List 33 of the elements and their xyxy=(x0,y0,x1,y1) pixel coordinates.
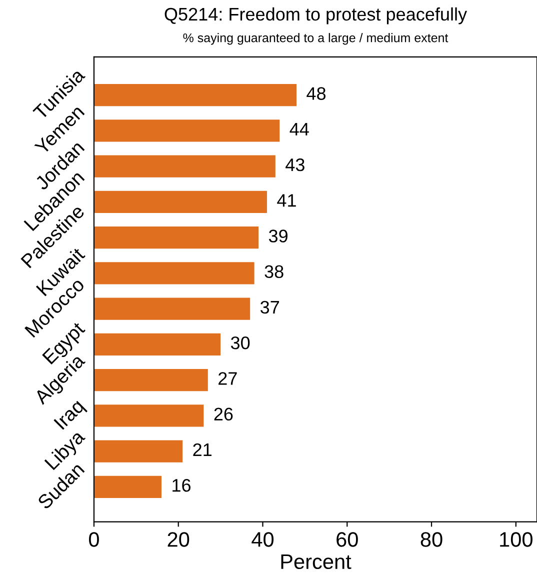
chart-subtitle: % saying guaranteed to a large / medium extent xyxy=(183,33,448,45)
x-tick-label: 60 xyxy=(336,532,358,547)
bar xyxy=(94,369,208,392)
bar xyxy=(94,84,296,106)
x-tick-label: 100 xyxy=(500,532,532,547)
bar xyxy=(94,120,280,142)
data-label: 37 xyxy=(260,300,279,314)
bar xyxy=(94,155,276,178)
data-label: 48 xyxy=(306,87,326,100)
bar xyxy=(94,298,250,320)
data-label: 43 xyxy=(286,158,304,172)
bar xyxy=(94,333,221,356)
data-label: 39 xyxy=(268,230,288,242)
data-label: 21 xyxy=(193,443,212,456)
bar xyxy=(94,476,162,498)
x-tick-label: 20 xyxy=(168,532,190,547)
data-label: 30 xyxy=(230,336,250,350)
x-axis-title: Percent xyxy=(281,554,352,570)
data-label: 26 xyxy=(214,408,233,421)
bar xyxy=(94,226,259,249)
bar xyxy=(94,262,254,284)
data-label: 16 xyxy=(172,478,190,492)
data-label: 27 xyxy=(218,372,237,385)
bar xyxy=(94,440,183,462)
data-label: 41 xyxy=(277,194,296,207)
data-label: 44 xyxy=(290,122,309,136)
chart-title: Q5214: Freedom to protest peacefully xyxy=(164,7,468,24)
x-tick-label: 40 xyxy=(252,532,274,547)
x-tick-label: 80 xyxy=(420,532,442,547)
bar xyxy=(94,404,204,427)
data-label: 38 xyxy=(264,265,284,278)
bar xyxy=(94,190,267,213)
x-tick-label: 0 xyxy=(88,532,99,547)
